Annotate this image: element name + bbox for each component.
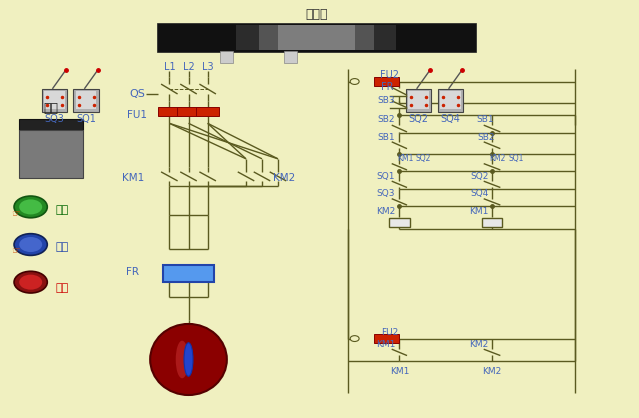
- Text: 停止: 停止: [56, 283, 69, 293]
- Text: FR: FR: [127, 267, 139, 277]
- Text: KM1: KM1: [390, 367, 409, 376]
- Text: KM1: KM1: [470, 207, 489, 216]
- Text: SQ1: SQ1: [76, 115, 96, 124]
- Bar: [278, 25, 355, 50]
- Bar: [42, 89, 67, 112]
- Bar: [374, 334, 399, 343]
- Circle shape: [14, 234, 47, 255]
- Bar: [482, 218, 502, 227]
- Text: SQ2: SQ2: [470, 172, 488, 181]
- Text: KM1: KM1: [122, 173, 144, 183]
- Bar: [389, 218, 410, 227]
- Bar: [220, 51, 233, 63]
- Bar: [158, 107, 180, 116]
- Bar: [236, 25, 396, 50]
- Bar: [157, 23, 476, 52]
- Text: KM1: KM1: [397, 154, 413, 163]
- Text: ☞: ☞: [12, 209, 20, 219]
- Bar: [440, 91, 461, 109]
- Text: KM2: KM2: [489, 154, 505, 163]
- Bar: [374, 77, 399, 86]
- Bar: [19, 119, 83, 130]
- Text: L3: L3: [202, 62, 213, 72]
- Bar: [177, 107, 199, 116]
- Text: SQ3: SQ3: [44, 115, 65, 124]
- Text: SQ4: SQ4: [470, 189, 488, 199]
- Text: 正转: 正转: [56, 205, 69, 215]
- Text: SQ2: SQ2: [408, 115, 429, 124]
- Bar: [284, 51, 297, 63]
- Text: KM2: KM2: [470, 340, 489, 349]
- Text: KM1: KM1: [376, 340, 396, 349]
- Bar: [259, 25, 374, 50]
- Ellipse shape: [184, 343, 193, 376]
- Text: L2: L2: [183, 62, 194, 72]
- Ellipse shape: [150, 324, 227, 395]
- Text: 反转: 反转: [56, 242, 69, 252]
- Text: FU1: FU1: [127, 110, 148, 120]
- Text: SB1: SB1: [477, 115, 495, 124]
- Text: QS: QS: [130, 89, 145, 99]
- Text: ☞: ☞: [12, 246, 20, 256]
- Text: KM2: KM2: [376, 207, 396, 216]
- Bar: [73, 89, 99, 112]
- Bar: [76, 91, 96, 109]
- Text: SQ1: SQ1: [509, 154, 524, 163]
- Bar: [44, 91, 65, 109]
- Text: FU2: FU2: [381, 328, 398, 337]
- Ellipse shape: [176, 341, 189, 378]
- Text: FR: FR: [381, 82, 394, 92]
- Circle shape: [14, 196, 47, 218]
- Bar: [19, 130, 83, 178]
- Text: SB2: SB2: [477, 133, 495, 142]
- Bar: [408, 91, 429, 109]
- Text: L1: L1: [164, 62, 175, 72]
- Bar: [438, 89, 463, 112]
- Text: 电源: 电源: [43, 102, 59, 115]
- Bar: [197, 107, 219, 116]
- Text: SQ2: SQ2: [415, 154, 431, 163]
- Text: SQ4: SQ4: [440, 115, 461, 124]
- Text: KM2: KM2: [482, 367, 502, 376]
- Circle shape: [19, 237, 42, 252]
- Text: SB1: SB1: [377, 133, 395, 142]
- Circle shape: [19, 275, 42, 290]
- Text: SB2: SB2: [377, 115, 395, 124]
- Text: KM2: KM2: [273, 173, 295, 183]
- Text: SQ3: SQ3: [377, 189, 395, 199]
- Circle shape: [14, 271, 47, 293]
- Text: FU2: FU2: [380, 70, 399, 80]
- Bar: [406, 89, 431, 112]
- Circle shape: [19, 199, 42, 214]
- Text: 工作台: 工作台: [305, 8, 328, 21]
- Text: SB3: SB3: [377, 96, 395, 105]
- Text: SQ1: SQ1: [377, 172, 395, 181]
- Bar: [163, 265, 214, 282]
